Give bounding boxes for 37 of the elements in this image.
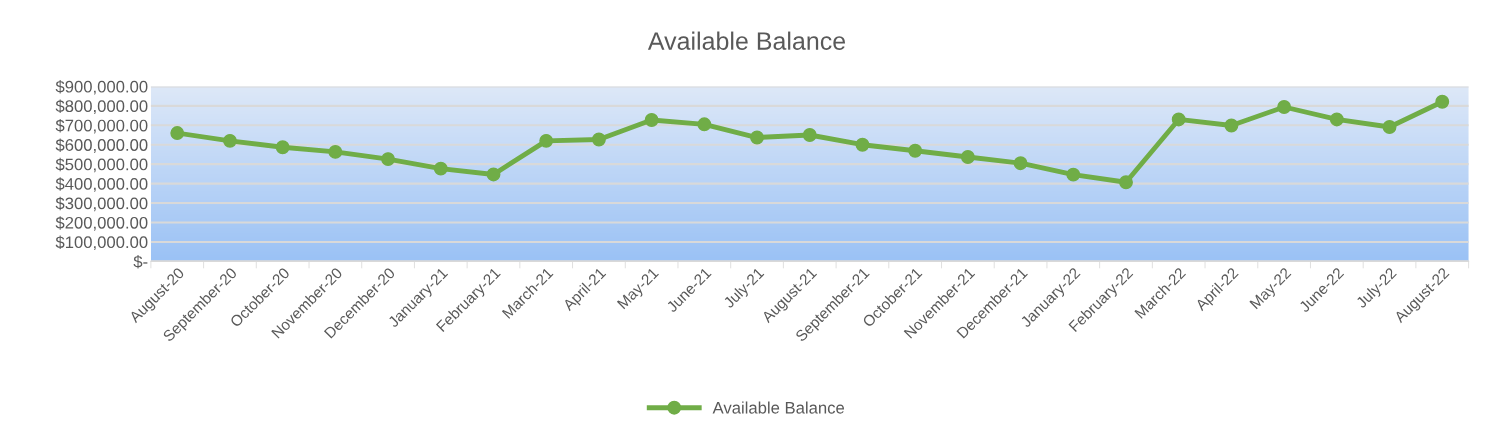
point: [539, 133, 554, 148]
point: [1435, 94, 1450, 109]
point: [433, 161, 448, 176]
point: [170, 126, 185, 141]
point: [381, 152, 396, 167]
point: [275, 140, 290, 155]
point: [328, 144, 343, 159]
point: [960, 150, 975, 164]
point: [223, 133, 237, 148]
point: [1329, 112, 1344, 127]
point: [855, 137, 870, 152]
y-tick-label: $400,000.00: [55, 177, 148, 192]
y-tick-label: $600,000.00: [55, 138, 148, 153]
y-tick-label: $200,000.00: [55, 216, 148, 231]
y-tick-label: $700,000.00: [55, 118, 148, 134]
y-tick-label: $-: [133, 255, 148, 269]
point: [1119, 175, 1133, 190]
point: [1382, 120, 1397, 134]
point: [1277, 100, 1292, 114]
point: [1066, 167, 1081, 182]
point: [644, 113, 659, 127]
point: [1224, 118, 1239, 133]
point: [697, 117, 712, 132]
chart-title: Available Balance: [647, 31, 846, 50]
point: [486, 167, 501, 182]
point: [1171, 112, 1186, 127]
legend-label: Available Balance: [712, 401, 845, 414]
point: [802, 128, 817, 142]
point: [1013, 156, 1028, 171]
y-tick-label: $800,000.00: [55, 99, 148, 115]
y-tick-label: $900,000.00: [55, 80, 148, 95]
point: [908, 143, 923, 158]
y-tick-label: $100,000.00: [55, 235, 148, 251]
y-tick-label: $300,000.00: [55, 196, 148, 212]
y-tick-label: $500,000.00: [55, 157, 148, 173]
point: [591, 132, 606, 147]
point: [750, 130, 764, 145]
